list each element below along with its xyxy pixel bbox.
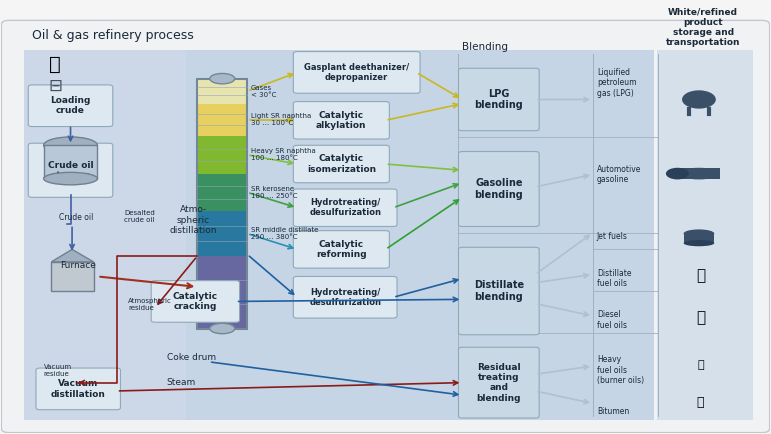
Text: Liquified
petroleum
gas (LPG): Liquified petroleum gas (LPG)	[597, 68, 636, 98]
Text: White/refined
product
storage and
transportation: White/refined product storage and transp…	[666, 7, 740, 47]
Text: 🚛: 🚛	[696, 269, 705, 284]
Text: Automotive
gasoline: Automotive gasoline	[597, 165, 641, 184]
Text: Catalytic
isomerization: Catalytic isomerization	[307, 155, 376, 174]
Text: Catalytic
cracking: Catalytic cracking	[173, 292, 218, 311]
FancyBboxPatch shape	[293, 145, 389, 183]
Polygon shape	[52, 250, 93, 262]
Text: Atmo-
spheric
distillation: Atmo- spheric distillation	[170, 205, 217, 235]
Bar	[197, 211, 247, 256]
Bar	[197, 256, 247, 329]
Bar	[197, 79, 247, 104]
Bar	[197, 104, 247, 136]
FancyBboxPatch shape	[293, 52, 420, 93]
FancyBboxPatch shape	[293, 230, 389, 268]
Text: LPG
blending: LPG blending	[474, 89, 524, 110]
Text: SR kerosene
180 … 250°C: SR kerosene 180 … 250°C	[251, 186, 298, 199]
Bar	[197, 174, 247, 211]
Text: 🚢: 🚢	[49, 55, 61, 74]
Text: Catalytic
reforming: Catalytic reforming	[316, 240, 367, 259]
FancyBboxPatch shape	[459, 68, 539, 131]
FancyBboxPatch shape	[459, 151, 539, 227]
Text: Bitumen: Bitumen	[597, 407, 629, 416]
Text: Hydrotreating/
desulfurization: Hydrotreating/ desulfurization	[309, 198, 381, 217]
Text: Distillate
blending: Distillate blending	[473, 280, 524, 302]
Text: Jet fuels: Jet fuels	[597, 232, 628, 241]
FancyBboxPatch shape	[657, 49, 752, 420]
Text: Vacuum
distillation: Vacuum distillation	[51, 379, 106, 398]
Text: Hydrotreating/
desulfurization: Hydrotreating/ desulfurization	[309, 288, 381, 307]
FancyBboxPatch shape	[29, 85, 113, 127]
Text: Heavy SR naphtha
100 … 180°C: Heavy SR naphtha 100 … 180°C	[251, 148, 316, 161]
FancyBboxPatch shape	[293, 276, 397, 318]
Text: Crude oil: Crude oil	[59, 213, 93, 222]
Text: Crude oil
storage: Crude oil storage	[48, 161, 93, 180]
Ellipse shape	[44, 137, 97, 154]
Text: 🚃: 🚃	[696, 310, 705, 325]
Text: Distillate
fuel oils: Distillate fuel oils	[597, 269, 631, 288]
FancyBboxPatch shape	[459, 347, 539, 418]
FancyBboxPatch shape	[25, 49, 186, 420]
Bar	[197, 79, 247, 329]
Text: ⊟: ⊟	[49, 77, 62, 95]
Text: Vacuum
residue: Vacuum residue	[44, 365, 72, 378]
Text: SR middle distillate
250 … 380°C: SR middle distillate 250 … 380°C	[251, 227, 318, 240]
Text: Gases
< 30°C: Gases < 30°C	[251, 85, 277, 98]
Text: 🚢: 🚢	[697, 360, 704, 370]
FancyBboxPatch shape	[151, 281, 240, 322]
Text: Gasplant deethanizer/
depropanizer: Gasplant deethanizer/ depropanizer	[304, 62, 409, 82]
Circle shape	[682, 90, 715, 108]
Bar	[684, 233, 714, 243]
FancyBboxPatch shape	[293, 189, 397, 227]
FancyBboxPatch shape	[25, 49, 655, 420]
Bar	[44, 145, 97, 179]
Text: Catalytic
alkylation: Catalytic alkylation	[316, 111, 366, 130]
Bar	[197, 136, 247, 174]
Text: Oil & gas refinery process: Oil & gas refinery process	[32, 29, 194, 42]
Ellipse shape	[210, 73, 234, 84]
FancyBboxPatch shape	[459, 247, 539, 335]
Text: Blending: Blending	[463, 42, 508, 52]
Text: Steam: Steam	[167, 378, 196, 387]
Text: Diesel
fuel oils: Diesel fuel oils	[597, 310, 627, 330]
Bar	[678, 168, 719, 179]
Text: Gasoline
blending: Gasoline blending	[474, 178, 524, 200]
Ellipse shape	[666, 168, 689, 179]
Ellipse shape	[44, 172, 97, 185]
Text: Desalted
crude oil: Desalted crude oil	[124, 210, 155, 224]
Text: Atmospheric
residue: Atmospheric residue	[128, 298, 172, 311]
FancyBboxPatch shape	[2, 20, 769, 433]
FancyBboxPatch shape	[293, 102, 389, 139]
Text: Coke drum: Coke drum	[167, 353, 216, 362]
Text: Furnace: Furnace	[60, 261, 96, 270]
Text: Residual
treating
and
blending: Residual treating and blending	[476, 362, 521, 403]
Text: Loading
crude: Loading crude	[50, 96, 91, 115]
FancyBboxPatch shape	[36, 368, 120, 410]
Ellipse shape	[678, 168, 720, 179]
Ellipse shape	[684, 240, 714, 246]
Ellipse shape	[210, 323, 234, 334]
Text: ⛴: ⛴	[697, 395, 704, 408]
FancyBboxPatch shape	[29, 143, 113, 197]
Bar	[52, 262, 93, 291]
Ellipse shape	[684, 230, 714, 238]
Text: Light SR naphtha
30 … 100°C: Light SR naphtha 30 … 100°C	[251, 113, 311, 126]
Text: Heavy
fuel oils
(burner oils): Heavy fuel oils (burner oils)	[597, 355, 644, 385]
